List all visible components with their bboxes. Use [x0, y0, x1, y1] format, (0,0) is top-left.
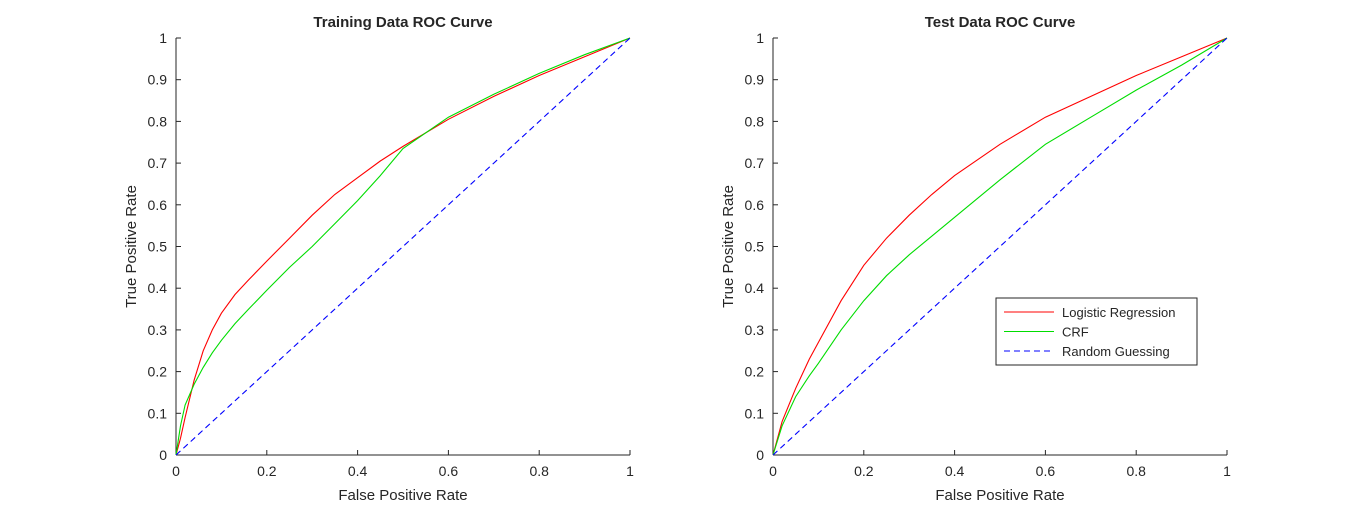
y-tick-label: 0.4 [148, 280, 168, 296]
y-tick-label: 0.9 [148, 72, 168, 88]
x-tick-label: 0.8 [1126, 463, 1146, 479]
series-line-1 [175, 37, 631, 456]
y-tick-label: 0.8 [745, 113, 765, 129]
y-tick-label: 0.3 [148, 322, 168, 338]
x-tick-label: 1 [626, 463, 634, 479]
y-tick-label: 0.5 [745, 239, 765, 255]
series-line-3 [175, 37, 631, 456]
y-tick-label: 0.2 [745, 364, 765, 380]
x-axis-label: False Positive Rate [338, 487, 467, 504]
series-line-crf [772, 37, 1228, 456]
x-tick-label: 0.2 [854, 463, 874, 479]
legend-label: CRF [1062, 325, 1089, 340]
y-axis-label: True Positive Rate [720, 185, 737, 308]
y-tick-label: 0.5 [148, 239, 168, 255]
y-tick-label: 0.9 [745, 72, 765, 88]
y-tick-label: 0.4 [745, 280, 765, 296]
x-tick-label: 1 [1223, 463, 1231, 479]
y-tick-label: 0.3 [745, 322, 765, 338]
series-line-random-guessing [772, 37, 1228, 456]
chart-title: Training Data ROC Curve [313, 14, 492, 31]
x-tick-label: 0.4 [945, 463, 965, 479]
x-tick-label: 0.6 [439, 463, 459, 479]
y-tick-label: 1 [159, 30, 167, 46]
y-tick-label: 0.1 [745, 405, 765, 421]
y-tick-label: 0.1 [148, 405, 168, 421]
y-tick-label: 0 [159, 447, 167, 463]
x-axis-label: False Positive Rate [935, 487, 1064, 504]
y-tick-label: 0.6 [148, 197, 168, 213]
roc-chart-2: 0 0.2 0.4 0.6 0.8 1 0 0.1 0.2 0.3 0.4 0.5 0.6 0.7 0.8 0… [720, 14, 1231, 504]
x-tick-label: 0.8 [529, 463, 549, 479]
y-tick-label: 0.6 [745, 197, 765, 213]
series-line-logistic-regression [772, 37, 1228, 456]
roc-chart-1: 0 0.2 0.4 0.6 0.8 1 0 0.1 0.2 0.3 0.4 0.5 0.6 0.7 0.8 0… [123, 14, 634, 504]
x-tick-label: 0 [769, 463, 777, 479]
legend-label: Logistic Regression [1062, 305, 1175, 320]
legend-box [995, 297, 1198, 366]
y-tick-label: 0.2 [148, 364, 168, 380]
y-axis-label: True Positive Rate [123, 185, 140, 308]
y-tick-label: 0.7 [745, 155, 765, 171]
x-tick-label: 0.2 [257, 463, 277, 479]
y-tick-label: 0.8 [148, 113, 168, 129]
chart-title: Test Data ROC Curve [925, 14, 1076, 31]
legend-label: Random Guessing [1062, 344, 1170, 359]
y-tick-label: 0 [756, 447, 764, 463]
y-tick-label: 0.7 [148, 155, 168, 171]
legend: Logistic Regression CRF Random Guessing [995, 297, 1198, 366]
x-tick-label: 0.4 [348, 463, 368, 479]
x-tick-label: 0 [172, 463, 180, 479]
series-line-2 [175, 37, 631, 456]
y-tick-label: 1 [756, 30, 764, 46]
x-tick-label: 0.6 [1036, 463, 1056, 479]
